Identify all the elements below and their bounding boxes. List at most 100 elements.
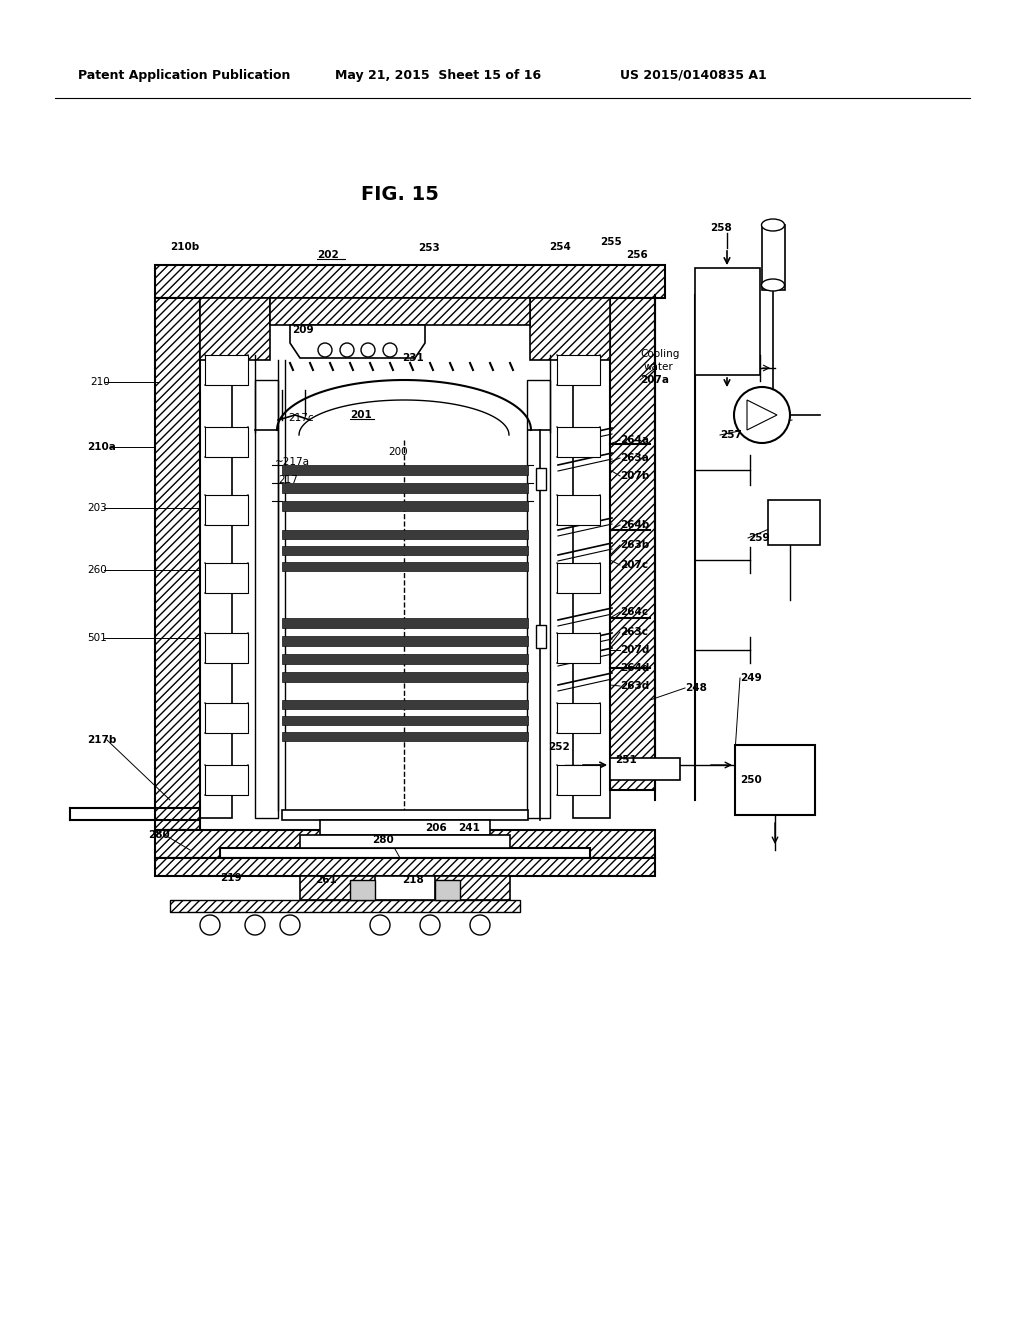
Text: 217c: 217c [288,413,313,422]
Text: 255: 255 [600,238,622,247]
Bar [610,758,680,780]
Circle shape [340,343,354,356]
Text: 280: 280 [148,830,170,840]
Text: 209: 209 [292,325,313,335]
Text: 264a: 264a [620,436,649,445]
Circle shape [420,915,440,935]
Bar [768,500,820,545]
Circle shape [361,343,375,356]
Text: 256: 256 [626,249,648,260]
Text: 252: 252 [548,742,569,752]
Text: 248: 248 [685,682,707,693]
Bar [762,224,785,290]
Circle shape [318,343,332,356]
Bar [610,298,655,789]
Bar [282,672,528,682]
Bar [282,653,528,664]
Bar [300,836,510,847]
Text: 210b: 210b [170,242,200,252]
Bar [282,465,528,475]
Bar [282,502,528,511]
Text: 263a: 263a [620,453,649,463]
Ellipse shape [762,219,784,231]
Circle shape [470,915,490,935]
Bar [282,636,528,645]
Bar [205,355,248,385]
Circle shape [370,915,390,935]
Text: 218: 218 [402,875,424,884]
Bar [282,483,528,492]
Text: 249: 249 [740,673,762,682]
Text: 241: 241 [458,822,480,833]
Bar [557,355,600,385]
Bar [350,880,375,900]
Bar [557,704,600,733]
Bar [282,546,528,554]
Bar [170,900,520,912]
Bar [557,495,600,525]
Bar [319,820,490,836]
Bar [435,880,460,900]
Bar [155,830,655,858]
Text: 210: 210 [90,378,110,387]
Text: 263d: 263d [620,681,649,690]
Text: 260: 260 [87,565,106,576]
Bar [435,876,510,900]
Bar [370,876,440,900]
Bar [695,268,760,375]
Bar [282,715,528,725]
Polygon shape [746,400,777,430]
Bar [282,531,528,539]
Bar [557,634,600,663]
Circle shape [734,387,790,444]
Text: Patent Application Publication: Patent Application Publication [78,69,291,82]
Bar [530,298,610,360]
Text: 207c: 207c [620,560,648,570]
Text: 231: 231 [402,352,424,363]
Bar [282,810,528,820]
Text: 203: 203 [87,503,106,513]
Text: 207d: 207d [620,645,649,655]
Text: 257: 257 [720,430,741,440]
Bar [200,355,232,818]
Text: 264c: 264c [620,607,648,616]
Bar [205,564,248,593]
Bar [282,562,528,572]
Text: US 2015/0140835 A1: US 2015/0140835 A1 [620,69,767,82]
Bar [282,733,528,741]
Text: 254: 254 [549,242,570,252]
Bar [205,704,248,733]
Text: 501: 501 [87,634,106,643]
Text: 217b: 217b [87,735,117,744]
Bar [155,265,665,298]
Text: 263b: 263b [620,540,649,550]
Text: 200: 200 [388,447,408,457]
Bar [300,876,375,900]
Polygon shape [290,325,425,358]
Text: 264b: 264b [620,520,649,531]
Text: 259: 259 [748,533,770,543]
Bar [155,298,200,830]
Bar [205,495,248,525]
Bar [557,564,600,593]
Bar [536,624,546,648]
Text: 251: 251 [615,755,637,766]
Text: 250: 250 [740,775,762,785]
Circle shape [245,915,265,935]
Bar [155,858,655,876]
Text: 201: 201 [350,411,372,420]
Bar [205,426,248,457]
Bar [557,766,600,795]
Bar [220,847,590,858]
Bar [536,469,546,490]
Text: 263c: 263c [620,627,648,638]
Text: ~217a: ~217a [275,457,310,467]
Bar [205,766,248,795]
Text: May 21, 2015  Sheet 15 of 16: May 21, 2015 Sheet 15 of 16 [335,69,541,82]
Circle shape [383,343,397,356]
Text: 202: 202 [317,249,339,260]
Ellipse shape [762,279,784,290]
Text: 264d: 264d [620,663,649,673]
Circle shape [280,915,300,935]
Text: 261: 261 [315,875,337,884]
